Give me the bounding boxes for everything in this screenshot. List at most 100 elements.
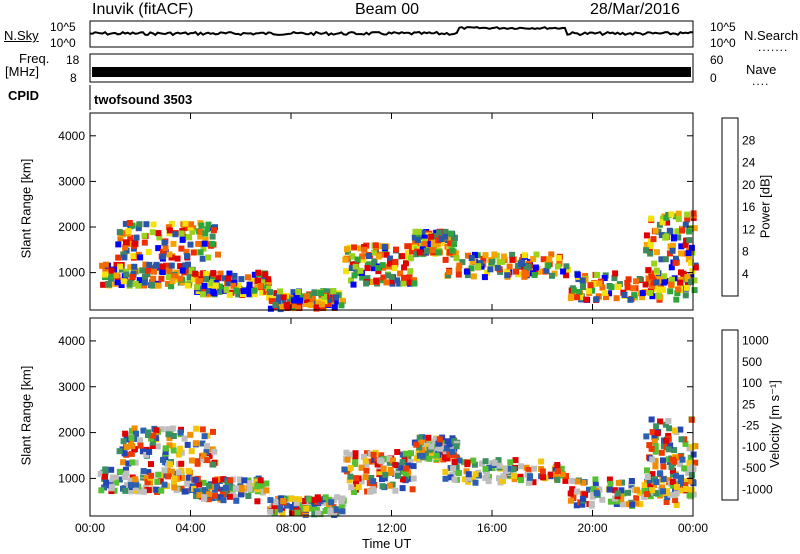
heatmap-cell [435, 249, 442, 256]
heatmap-cell [670, 467, 676, 474]
heatmap-cell [231, 279, 238, 286]
heatmap-cell [348, 277, 354, 284]
heatmap-cell [409, 248, 415, 255]
nave-tick-top: 60 [710, 53, 724, 67]
heatmap-cell [658, 232, 665, 239]
heatmap-cell [202, 271, 209, 277]
heatmap-cell [305, 501, 312, 508]
heatmap-cell [127, 234, 134, 241]
heatmap-cell [355, 484, 362, 490]
heatmap-cell [485, 478, 492, 485]
heatmap-cell [130, 253, 137, 259]
heatmap-cell [662, 421, 669, 428]
heatmap-cell [478, 263, 485, 270]
heatmap-cell [262, 271, 269, 278]
heatmap-cell [199, 255, 206, 262]
heatmap-cell [434, 444, 441, 451]
heatmap-cell [184, 253, 191, 260]
heatmap-cell [629, 501, 636, 508]
heatmap-cell [195, 278, 202, 285]
heatmap-cell [399, 253, 405, 260]
heatmap-cell [188, 221, 195, 228]
heatmap-cell [407, 268, 414, 275]
nave-label: Nave [746, 62, 777, 77]
heatmap-cell [172, 231, 179, 238]
heatmap-cell [185, 467, 192, 474]
heatmap-cell [157, 478, 164, 485]
heatmap-cell [239, 291, 246, 298]
heatmap-cell [333, 294, 340, 301]
heatmap-cell [563, 272, 570, 279]
heatmap-cell [677, 426, 684, 433]
heatmap-cell [142, 261, 149, 268]
heatmap-cell [511, 476, 518, 483]
heatmap-cell [230, 491, 236, 498]
heatmap-cell [668, 281, 675, 288]
heatmap-cell [643, 247, 650, 254]
freq-panel [89, 53, 694, 83]
heatmap-cell [159, 248, 166, 255]
heatmap-cell [668, 464, 675, 471]
heatmap-cell [659, 484, 665, 491]
heatmap-cell [370, 478, 377, 485]
heatmap-cell [671, 458, 678, 465]
heatmap-cell [128, 488, 135, 495]
heatmap-cell [321, 298, 328, 305]
heatmap-cell [470, 258, 477, 265]
heatmap-cell [179, 475, 185, 481]
heatmap-cell [644, 491, 650, 497]
heatmap-cell [158, 426, 165, 433]
heatmap-cell [495, 457, 502, 464]
freq-tick-top: 18 [66, 53, 80, 67]
heatmap-cell [639, 294, 646, 301]
heatmap-cell [231, 272, 238, 279]
heatmap-cell [535, 268, 541, 275]
heatmap-cell [669, 478, 676, 485]
heatmap-cell [166, 227, 173, 234]
heatmap-cell [201, 282, 208, 289]
heatmap-cell [444, 438, 451, 445]
heatmap-cell [102, 261, 109, 268]
heatmap-cell [489, 465, 496, 472]
heatmap-cell [379, 262, 386, 269]
heatmap-cell [206, 452, 213, 459]
heatmap-cell [391, 265, 398, 272]
heatmap-cell [131, 435, 138, 442]
heatmap-cell [363, 461, 370, 468]
heatmap-cell [429, 247, 436, 253]
heatmap-cell [521, 273, 528, 280]
heatmap-cell [691, 287, 698, 294]
nsky-tick-bottom: 10^0 [50, 36, 76, 50]
heatmap-cell [393, 246, 399, 253]
heatmap-cell [615, 283, 622, 290]
y-tick-label: 1000 [58, 266, 85, 280]
heatmap-cell [406, 274, 413, 281]
heatmap-cell [303, 301, 309, 307]
heatmap-cell [646, 477, 653, 484]
heatmap-cell [500, 478, 506, 485]
heatmap-cell [382, 471, 389, 478]
heatmap-cell [587, 282, 594, 289]
heatmap-cell [436, 436, 443, 443]
heatmap-cell [518, 463, 524, 470]
heatmap-cell [513, 268, 519, 275]
heatmap-cell [419, 439, 426, 446]
heatmap-cell [401, 264, 408, 271]
heatmap-cell [674, 228, 681, 235]
heatmap-cell [191, 276, 198, 283]
heatmap-cell [669, 242, 676, 249]
heatmap-cell [675, 286, 682, 293]
heatmap-cell [205, 287, 212, 294]
heatmap-cell [396, 280, 403, 287]
nsearch-dots: ....... [758, 40, 789, 54]
heatmap-cell [394, 449, 401, 455]
heatmap-cell [662, 256, 669, 263]
heatmap-cell [651, 434, 658, 441]
heatmap-cell [187, 241, 194, 248]
heatmap-cell [673, 255, 679, 262]
heatmap-cell [212, 483, 219, 489]
heatmap-cell [354, 256, 361, 263]
heatmap-cell [267, 508, 274, 515]
velocity-colorbar-label: Velocity [m s⁻¹] [767, 380, 782, 468]
heatmap-cell [488, 258, 495, 265]
